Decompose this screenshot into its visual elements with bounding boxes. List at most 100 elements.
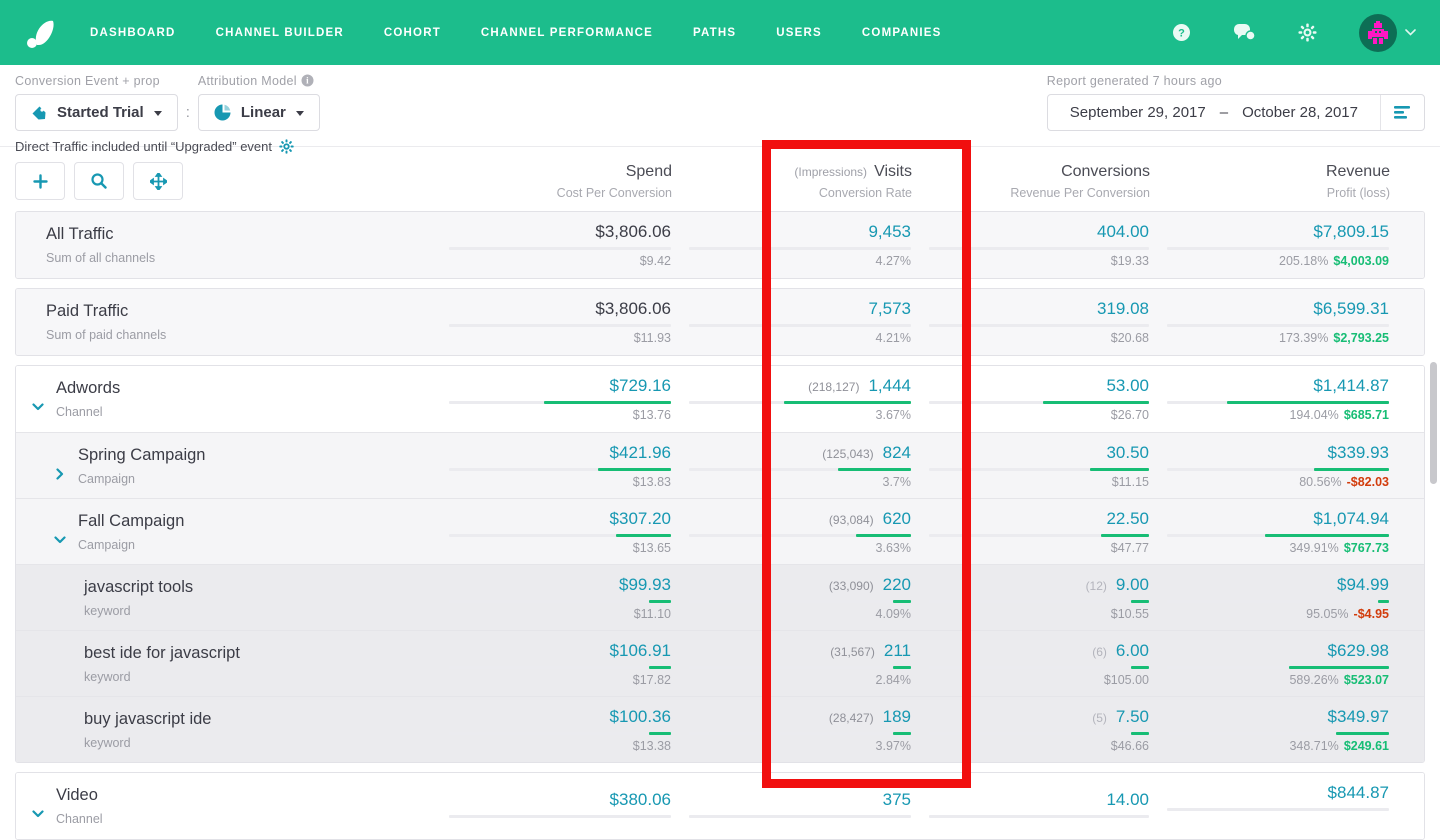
nav-item-channel-performance[interactable]: CHANNEL PERFORMANCE xyxy=(480,26,654,39)
row-type-label: keyword xyxy=(84,669,131,684)
info-icon[interactable]: i xyxy=(301,74,314,87)
expand-chevron-icon[interactable] xyxy=(32,403,56,411)
spend-bar xyxy=(449,665,671,669)
visits-value[interactable]: 7,573 xyxy=(868,299,911,318)
move-button[interactable] xyxy=(133,162,183,200)
revenue-per-conversion: $46.66 xyxy=(1110,738,1149,753)
conversions-value[interactable]: 22.50 xyxy=(1106,508,1149,528)
profit-amount: $2,793.25 xyxy=(1333,331,1389,345)
expand-chevron-icon[interactable] xyxy=(54,535,78,544)
conversions-value[interactable]: 6.00 xyxy=(1115,640,1149,660)
header-revenue[interactable]: Revenue Profit (loss) xyxy=(1325,162,1390,200)
row-name: Paid Traffic xyxy=(46,302,129,320)
expand-chevron-icon[interactable] xyxy=(54,467,78,480)
spend-value[interactable]: $106.91 xyxy=(609,640,671,660)
spend-value[interactable]: $421.96 xyxy=(609,442,671,462)
bar-fill xyxy=(648,665,671,669)
revenue-value[interactable]: $94.99 xyxy=(1337,574,1389,594)
date-options-button[interactable] xyxy=(1380,95,1424,130)
visits-value[interactable]: 189 xyxy=(882,706,911,726)
table-row[interactable]: best ide for javascript keyword $106.91 $17… xyxy=(16,630,1424,696)
visits-value[interactable]: 824 xyxy=(882,442,911,462)
conversions-value[interactable]: 319.08 xyxy=(1097,299,1149,318)
spend-cell: $307.20 $13.65 xyxy=(431,509,671,555)
visits-value[interactable]: 1,444 xyxy=(868,376,911,395)
conversion-rate: 3.7% xyxy=(882,474,912,489)
nav-item-paths[interactable]: PATHS xyxy=(693,26,737,39)
table-row[interactable]: javascript tools keyword $99.93 $11.10 (33,0… xyxy=(16,564,1424,630)
table-row[interactable]: Video Channel $380.06 375 14.00 $844.87 xyxy=(16,773,1424,839)
row-name: Spring Campaign xyxy=(78,445,206,464)
conversions-value[interactable]: 53.00 xyxy=(1106,376,1149,395)
visits-value[interactable]: 9,453 xyxy=(868,222,911,241)
bar-fill xyxy=(648,731,671,735)
date-end: October 28, 2017 xyxy=(1242,104,1358,121)
spend-value[interactable]: $729.16 xyxy=(609,376,671,395)
impressions-count: (31,567) xyxy=(830,644,875,659)
attribution-model-dropdown[interactable]: Linear xyxy=(197,94,320,131)
visits-value[interactable]: 620 xyxy=(882,508,911,528)
row-name: Video xyxy=(56,786,98,804)
header-conversions[interactable]: Conversions Revenue Per Conversion xyxy=(1010,162,1150,200)
header-spend[interactable]: Spend Cost Per Conversion xyxy=(556,162,672,200)
visits-bar xyxy=(689,324,911,327)
add-channel-button[interactable] xyxy=(15,162,65,200)
revenue-value[interactable]: $844.87 xyxy=(1327,783,1389,802)
svg-text:?: ? xyxy=(1178,28,1185,40)
spend-value[interactable]: $307.20 xyxy=(609,508,671,528)
conversions-value[interactable]: 30.50 xyxy=(1106,442,1149,462)
nav-item-users[interactable]: USERS xyxy=(776,26,822,39)
revenue-value[interactable]: $7,809.15 xyxy=(1313,222,1389,241)
conversions-value[interactable]: 14.00 xyxy=(1106,790,1149,809)
spend-value[interactable]: $380.06 xyxy=(609,790,671,809)
user-menu[interactable] xyxy=(1359,13,1416,52)
nav-item-cohort[interactable]: COHORT xyxy=(383,26,441,39)
conversion-event-dropdown[interactable]: Started Trial xyxy=(15,94,178,131)
table-row[interactable]: Spring Campaign Campaign $421.96 $13.83 (125… xyxy=(16,432,1424,498)
conversion-rate: 4.21% xyxy=(875,331,911,345)
table-row[interactable]: buy javascript ide keyword $100.36 $13.38 (2… xyxy=(16,696,1424,762)
row-type-label: Sum of paid channels xyxy=(46,328,167,342)
header-visits[interactable]: (Impressions) Visits Conversion Rate xyxy=(794,162,912,200)
visits-value[interactable]: 220 xyxy=(882,574,911,594)
vertical-scrollbar[interactable] xyxy=(1430,362,1437,484)
spend-cell: $3,806.06 $9.42 xyxy=(431,222,671,268)
help-icon[interactable]: ? xyxy=(1172,23,1191,42)
conversions-bar xyxy=(929,324,1149,327)
visits-value[interactable]: 375 xyxy=(882,790,911,809)
table-row[interactable]: Fall Campaign Campaign $307.20 $13.65 (93,08… xyxy=(16,498,1424,564)
visits-value[interactable]: 211 xyxy=(883,640,911,660)
row-name: javascript tools xyxy=(84,577,194,596)
chat-icon[interactable] xyxy=(1233,23,1256,42)
revenue-value[interactable]: $6,599.31 xyxy=(1313,299,1389,318)
table-row[interactable]: Adwords Channel $729.16 $13.76 (218,127) 1,44… xyxy=(16,366,1424,432)
conversions-value[interactable]: 404.00 xyxy=(1097,222,1149,241)
search-button[interactable] xyxy=(74,162,124,200)
gear-icon[interactable] xyxy=(1298,23,1317,42)
profit-amount: -$82.03 xyxy=(1346,474,1389,489)
revenue-value[interactable]: $349.97 xyxy=(1327,706,1389,726)
nav-item-companies[interactable]: COMPANIES xyxy=(861,26,942,39)
revenue-per-conversion: $20.68 xyxy=(1110,331,1149,345)
nav-item-dashboard[interactable]: DASHBOARD xyxy=(90,26,176,39)
revenue-value[interactable]: $339.93 xyxy=(1327,442,1389,462)
conversion-count: (5) xyxy=(1092,710,1107,725)
date-range-value[interactable]: September 29, 2017 – October 28, 2017 xyxy=(1048,104,1380,121)
table-row[interactable]: All Traffic Sum of all channels $3,806.06 $… xyxy=(16,212,1424,278)
profit-percent: 80.56% xyxy=(1299,474,1342,489)
revenue-value[interactable]: $629.98 xyxy=(1327,640,1389,660)
conversion-count: (12) xyxy=(1085,578,1107,593)
row-group: Paid Traffic Sum of paid channels $3,806.0… xyxy=(15,288,1425,356)
app-logo-icon[interactable] xyxy=(24,16,58,50)
conversions-value[interactable]: 7.50 xyxy=(1115,706,1149,726)
expand-chevron-icon[interactable] xyxy=(32,810,56,818)
spend-value[interactable]: $100.36 xyxy=(609,706,671,726)
table-row[interactable]: Paid Traffic Sum of paid channels $3,806.0… xyxy=(16,289,1424,355)
settings-gear-icon[interactable] xyxy=(279,139,294,154)
nav-item-channel-builder[interactable]: CHANNEL BUILDER xyxy=(215,26,344,39)
revenue-value[interactable]: $1,414.87 xyxy=(1313,376,1389,395)
revenue-value[interactable]: $1,074.94 xyxy=(1313,508,1389,528)
revenue-bar xyxy=(1167,808,1389,811)
conversions-value[interactable]: 9.00 xyxy=(1115,574,1149,594)
spend-value[interactable]: $99.93 xyxy=(619,574,671,594)
